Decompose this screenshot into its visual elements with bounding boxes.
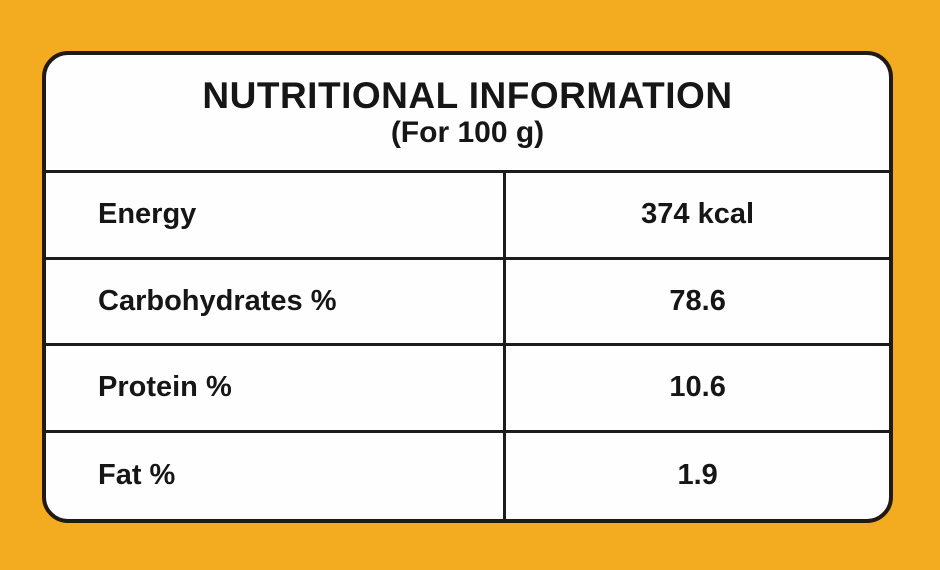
table-row-carbohydrates: Carbohydrates % 78.6 [46, 259, 889, 346]
table-header: NUTRITIONAL INFORMATION (For 100 g) [46, 55, 889, 173]
nutrient-label: Fat % [46, 432, 507, 519]
nutrient-value: 78.6 [669, 284, 726, 317]
nutrient-value: 10.6 [669, 371, 726, 404]
table-subtitle: (For 100 g) [390, 116, 545, 150]
nutrient-value: 374 kcal [641, 198, 755, 231]
nutrition-facts-table: NUTRITIONAL INFORMATION (For 100 g) Ener… [42, 51, 893, 523]
table-row-energy: Energy 374 kcal [46, 173, 889, 260]
table-row-fat: Fat % 1.9 [46, 432, 889, 519]
nutrient-label: Carbohydrates % [46, 259, 507, 343]
nutrient-value: 1.9 [677, 459, 718, 492]
nutrient-label: Energy [46, 173, 507, 257]
table-row-protein: Protein % 10.6 [46, 346, 889, 433]
table-title: NUTRITIONAL INFORMATION [202, 74, 733, 116]
nutrient-label: Protein % [46, 346, 507, 430]
